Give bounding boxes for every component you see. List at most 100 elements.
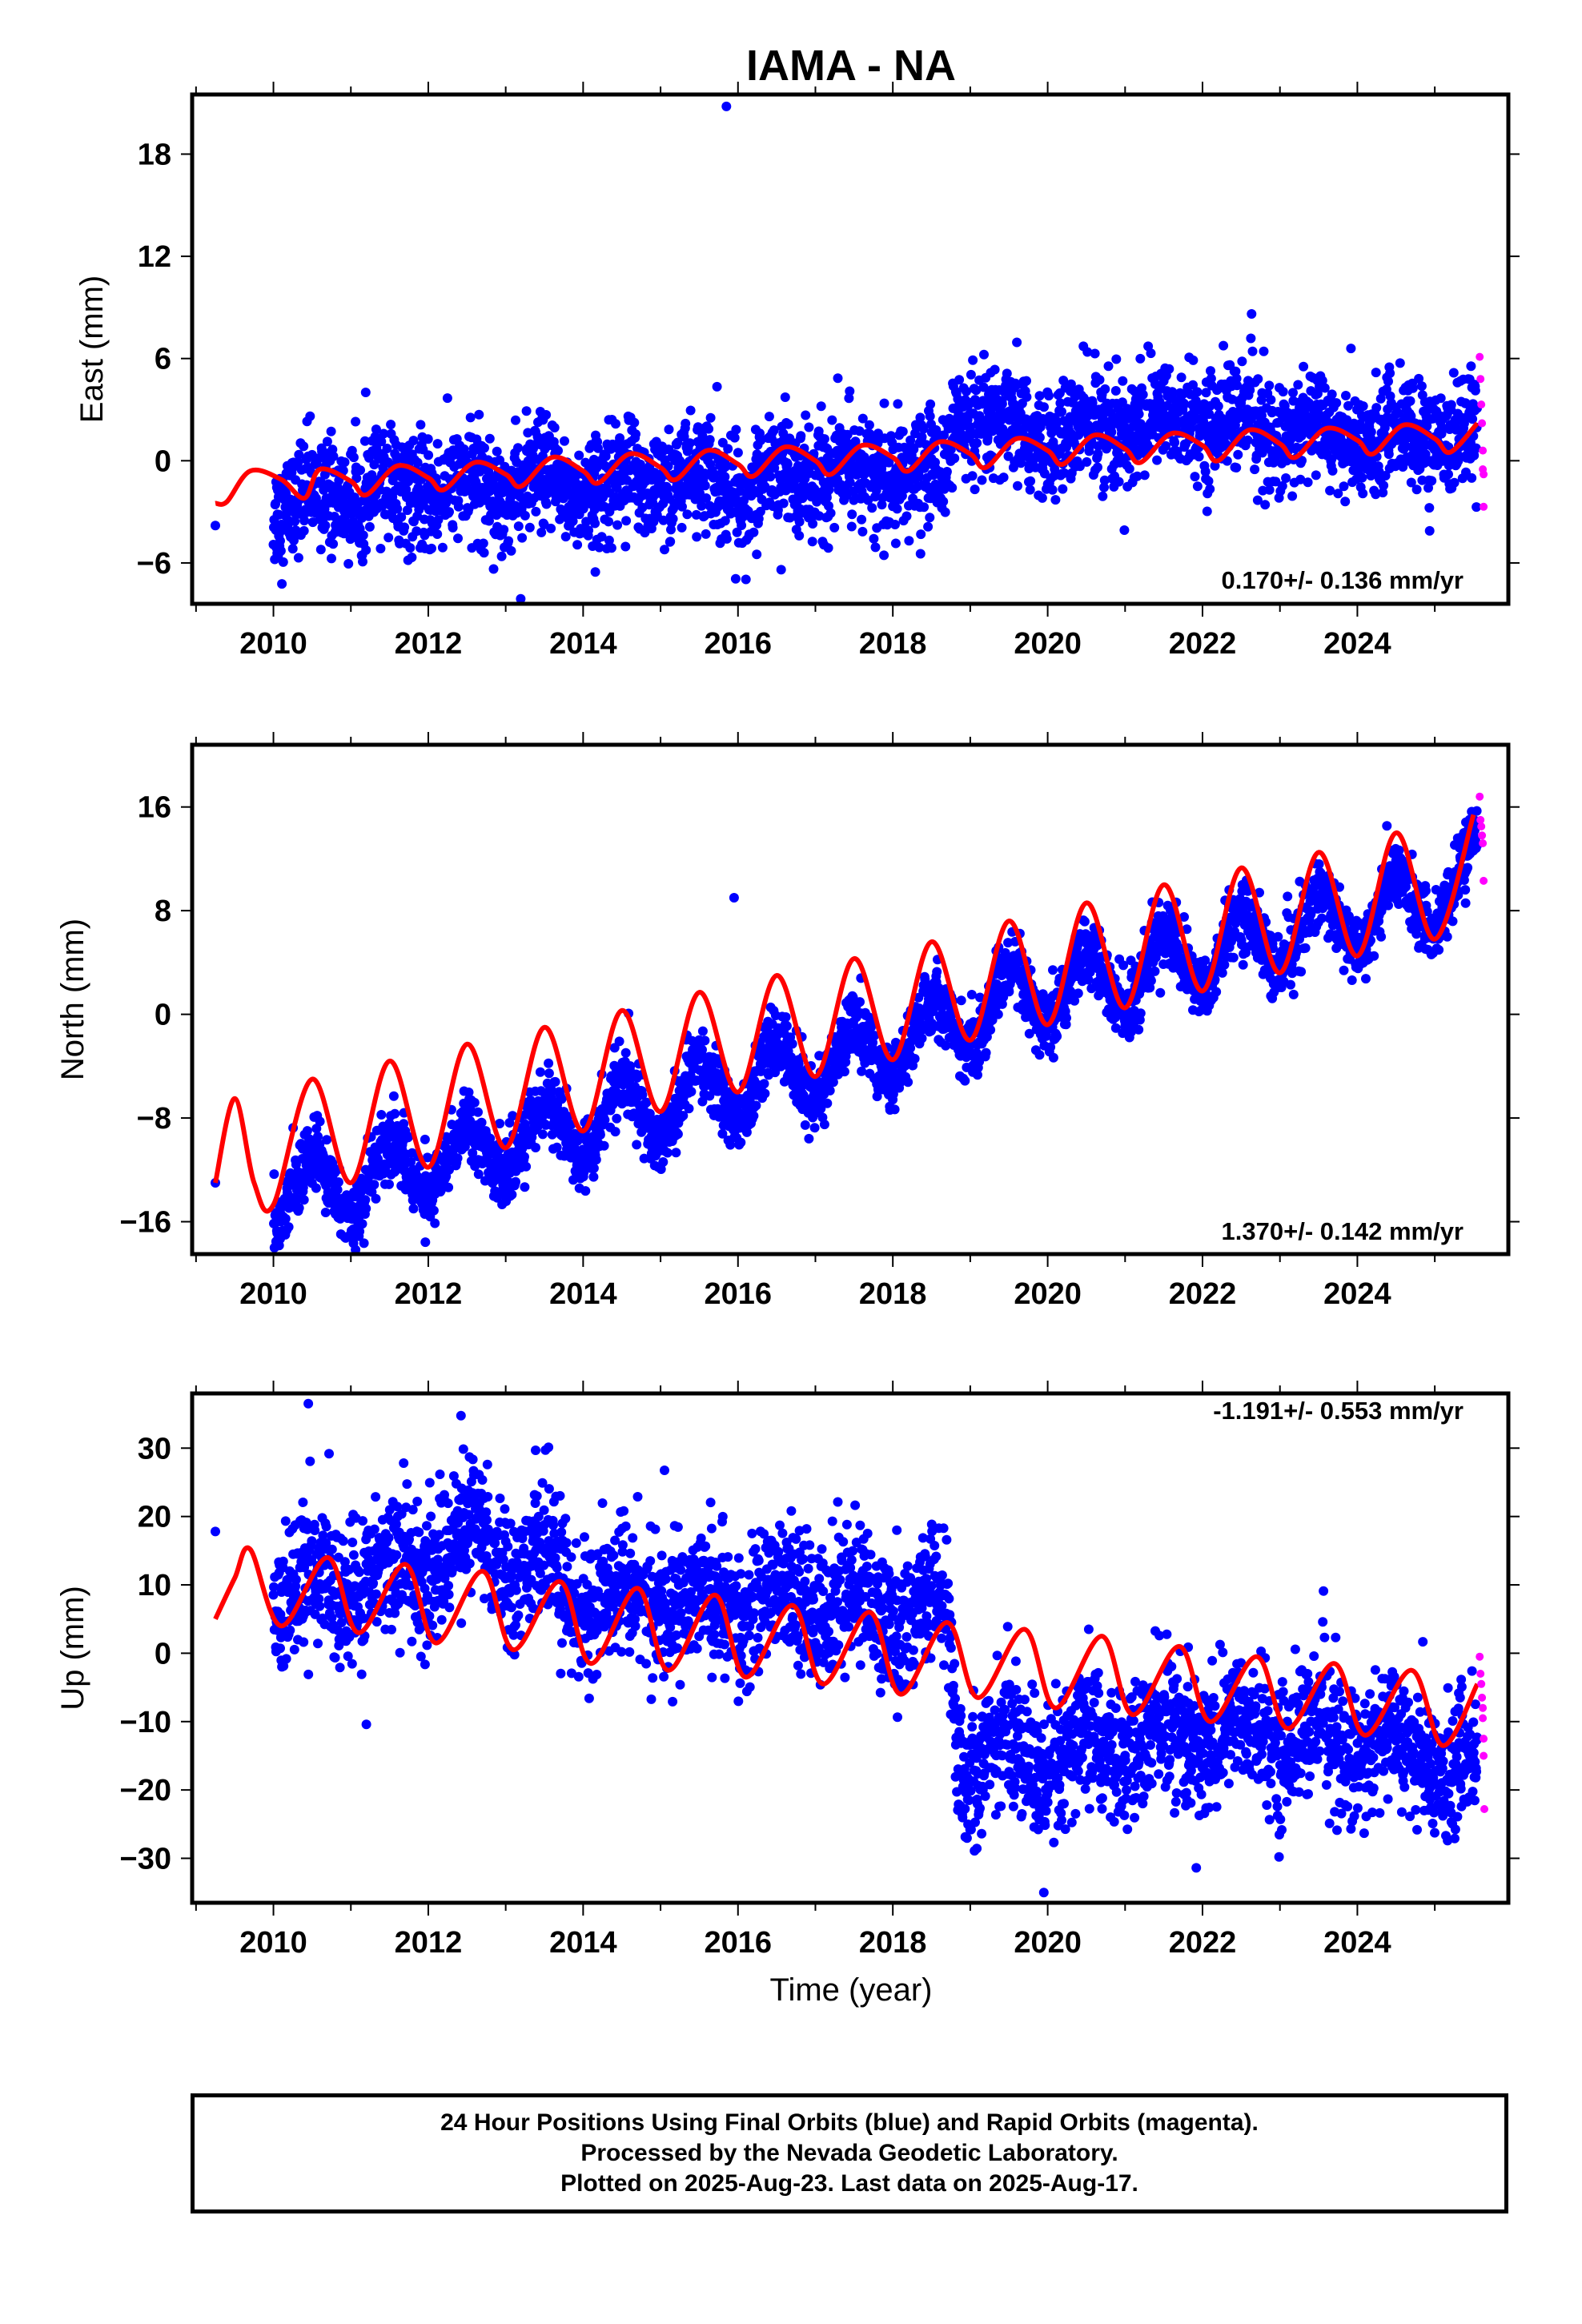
east-final-point (1025, 485, 1035, 495)
north-final-orbit-points (211, 806, 1482, 1255)
east-final-point (371, 443, 382, 453)
east-final-point (897, 426, 908, 436)
north-final-point (684, 1104, 694, 1114)
east-final-point (723, 444, 733, 454)
east-x-tick-label: 2018 (859, 627, 927, 661)
east-y-tick-label: 18 (138, 138, 171, 171)
east-final-point (541, 499, 552, 509)
east-final-point (635, 459, 645, 469)
east-final-point (604, 517, 614, 527)
east-final-point (827, 415, 837, 425)
east-final-point (478, 538, 488, 549)
east-final-point (1424, 503, 1435, 513)
east-final-point (326, 426, 336, 436)
east-final-point (821, 493, 832, 503)
east-final-point (521, 406, 532, 416)
east-final-point (1213, 401, 1223, 412)
north-final-point (469, 1097, 480, 1108)
north-final-point (544, 1058, 554, 1068)
east-final-point (892, 504, 902, 514)
east-rapid-point (1476, 352, 1484, 361)
east-final-point (720, 472, 730, 482)
east-final-point (664, 424, 674, 435)
east-final-point (816, 401, 826, 412)
east-final-point (1435, 393, 1446, 404)
east-final-point (327, 553, 336, 564)
east-final-point (801, 410, 811, 420)
east-final-point (665, 537, 676, 547)
east-final-point (925, 513, 935, 523)
east-final-point (1264, 485, 1275, 495)
north-final-point (662, 1148, 673, 1158)
north-final-point (537, 1129, 548, 1140)
north-final-point (614, 1036, 624, 1047)
north-final-point (390, 1108, 400, 1119)
east-final-point (299, 441, 309, 452)
east-final-point (1022, 392, 1032, 402)
east-final-point (967, 471, 978, 481)
east-final-point (376, 436, 387, 447)
north-final-point (428, 1205, 439, 1216)
east-final-point (596, 532, 607, 542)
east-final-point (769, 463, 780, 473)
east-final-point (1034, 432, 1045, 443)
east-final-point (1327, 389, 1337, 400)
east-final-point (1110, 386, 1121, 396)
east-final-point (593, 443, 603, 453)
east-final-point (524, 522, 535, 533)
east-final-point (369, 460, 379, 470)
east-final-point (997, 399, 1007, 409)
east-final-point (329, 512, 339, 521)
east-final-point (531, 506, 541, 517)
east-final-point (412, 457, 423, 468)
east-final-point (275, 545, 286, 556)
north-final-point (269, 1169, 279, 1180)
east-final-point (453, 533, 463, 544)
east-final-point (1247, 346, 1258, 356)
east-final-point (1466, 361, 1476, 372)
east-final-point (1266, 395, 1276, 405)
north-final-point (283, 1222, 294, 1232)
east-final-point (1219, 340, 1229, 351)
north-final-point (800, 1120, 810, 1130)
east-final-point (938, 497, 949, 507)
east-final-point (1152, 455, 1162, 465)
east-final-point (400, 522, 410, 533)
east-final-point (1247, 309, 1257, 319)
east-final-point (778, 498, 789, 509)
east-final-point (621, 516, 632, 526)
east-final-point (1427, 476, 1437, 486)
east-final-point (322, 436, 332, 447)
east-final-point (668, 513, 678, 524)
north-final-point (280, 1213, 291, 1224)
east-final-point (1259, 346, 1269, 356)
east-final-point (319, 469, 330, 480)
east-outlier-point (721, 101, 732, 111)
east-final-point (847, 509, 857, 520)
east-final-point (546, 523, 556, 533)
east-final-point (1346, 344, 1356, 354)
north-final-point (673, 1129, 683, 1140)
east-final-point (760, 481, 770, 492)
east-final-point (808, 519, 818, 529)
east-final-point (606, 543, 616, 553)
east-final-point (444, 507, 454, 517)
east-final-point (1264, 380, 1275, 391)
north-final-point (315, 1116, 325, 1127)
east-final-point (1448, 368, 1459, 378)
east-final-point (780, 392, 790, 402)
east-final-point (364, 521, 375, 532)
east-final-point (590, 518, 600, 529)
east-final-point (1293, 380, 1303, 390)
east-final-point (299, 525, 309, 536)
east-x-tick-label: 2012 (395, 627, 463, 661)
east-final-point (1124, 464, 1134, 474)
east-final-point (979, 349, 989, 360)
east-y-tick-label: 0 (155, 444, 171, 478)
east-final-point (682, 509, 693, 520)
east-final-point (358, 530, 368, 541)
north-final-point (361, 1204, 371, 1214)
north-final-point (388, 1091, 399, 1101)
north-final-point (825, 1085, 835, 1096)
north-final-point (822, 1098, 833, 1108)
